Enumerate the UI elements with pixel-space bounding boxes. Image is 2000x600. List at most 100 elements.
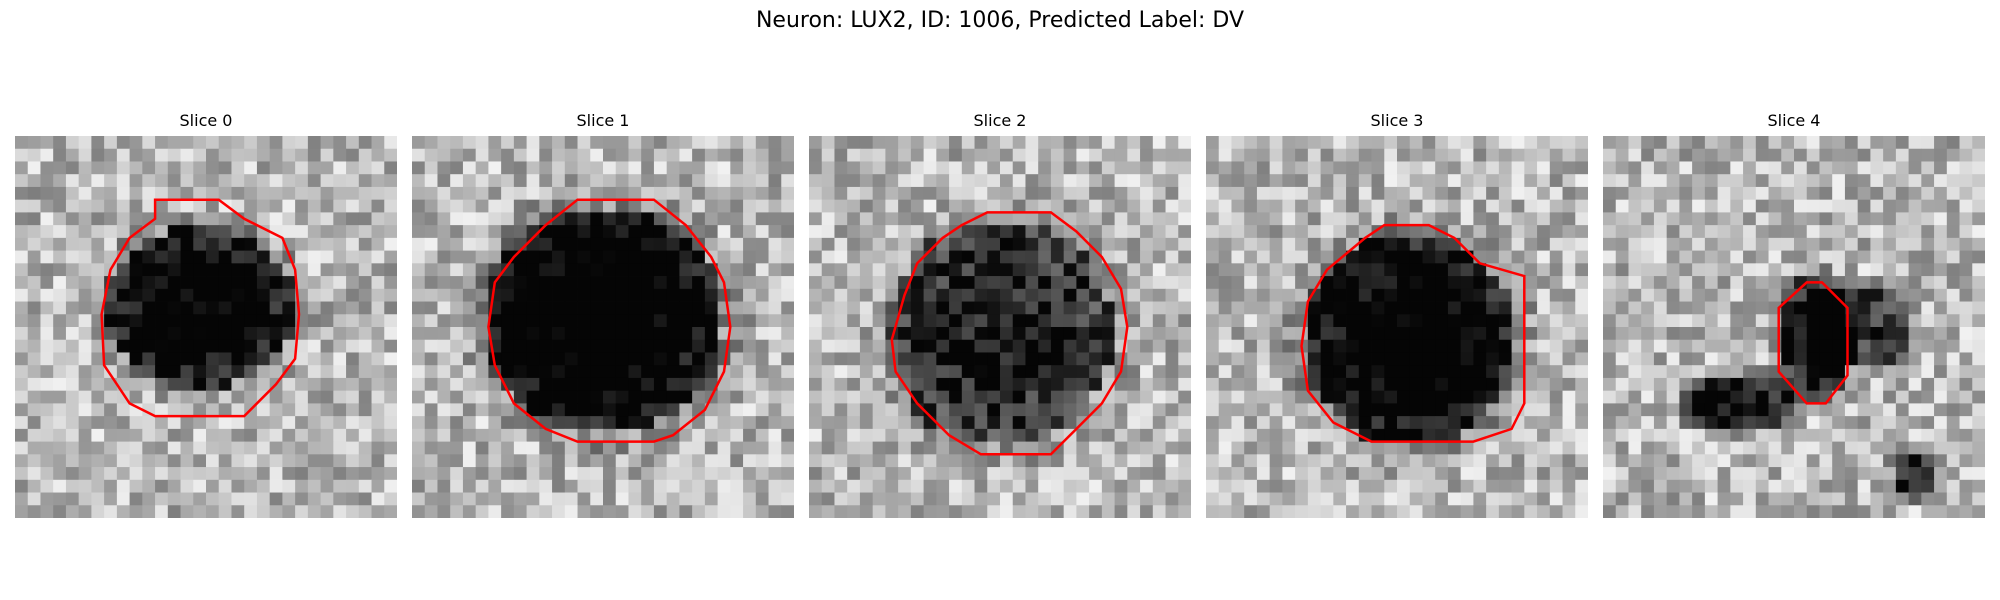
pixel-cell bbox=[898, 467, 912, 481]
pixel-cell bbox=[346, 441, 360, 455]
pixel-cell bbox=[412, 174, 426, 188]
pixel-cell bbox=[1460, 403, 1474, 417]
pixel-cell bbox=[1114, 416, 1128, 430]
pixel-cell bbox=[1883, 186, 1897, 201]
pixel-cell bbox=[1435, 441, 1449, 455]
pixel-cell bbox=[1152, 403, 1166, 417]
pixel-cell bbox=[1269, 225, 1283, 239]
pixel-cell bbox=[1012, 288, 1026, 302]
pixel-cell bbox=[1409, 390, 1423, 404]
pixel-cell bbox=[1460, 479, 1474, 493]
pixel-cell bbox=[552, 339, 566, 353]
pixel-cell bbox=[1384, 276, 1398, 290]
segmentation-contour bbox=[100, 198, 301, 418]
pixel-cell bbox=[475, 441, 489, 455]
pixel-cell bbox=[129, 148, 143, 162]
pixel-cell bbox=[513, 263, 527, 277]
pixel-cell bbox=[1768, 212, 1782, 226]
pixel-cell bbox=[1358, 237, 1372, 251]
pixel-cell bbox=[1575, 377, 1588, 392]
pixel-cell bbox=[679, 327, 693, 341]
pixel-cell bbox=[1895, 327, 1909, 341]
pixel-cell bbox=[1358, 479, 1372, 493]
pixel-cell bbox=[1152, 352, 1166, 366]
pixel-cell bbox=[269, 390, 283, 404]
pixel-cell bbox=[539, 428, 553, 442]
pixel-cell bbox=[53, 365, 67, 379]
pixel-cell bbox=[1473, 327, 1487, 341]
pixel-cell bbox=[1114, 263, 1128, 277]
pixel-cell bbox=[1549, 199, 1563, 213]
pixel-cell bbox=[206, 161, 220, 175]
pixel-cell bbox=[1397, 416, 1411, 430]
pixel-cell bbox=[1921, 148, 1935, 162]
pixel-cell bbox=[539, 225, 553, 239]
pixel-cell bbox=[1934, 276, 1948, 290]
pixel-cell bbox=[1038, 314, 1052, 328]
pixel-cell bbox=[1178, 492, 1191, 506]
pixel-cell bbox=[1460, 186, 1474, 201]
pixel-cell bbox=[1000, 441, 1014, 455]
pixel-cell bbox=[1152, 505, 1166, 518]
pixel-cell bbox=[1422, 212, 1436, 226]
pixel-cell bbox=[193, 441, 207, 455]
pixel-cell bbox=[781, 403, 794, 417]
pixel-cell bbox=[1089, 301, 1103, 315]
pixel-cell bbox=[910, 314, 924, 328]
pixel-cell bbox=[1218, 467, 1232, 481]
pixel-cell bbox=[1165, 403, 1179, 417]
pixel-cell bbox=[1012, 263, 1026, 277]
pixel-cell bbox=[781, 276, 794, 290]
pixel-cell bbox=[949, 479, 963, 493]
pixel-cell bbox=[961, 390, 975, 404]
pixel-cell bbox=[1549, 225, 1563, 239]
pixel-cell bbox=[730, 467, 744, 481]
pixel-cell bbox=[539, 186, 553, 201]
pixel-cell bbox=[346, 365, 360, 379]
pixel-cell bbox=[859, 390, 874, 404]
pixel-cell bbox=[1524, 365, 1538, 379]
pixel-cell bbox=[1883, 416, 1897, 430]
pixel-cell bbox=[1819, 505, 1833, 518]
pixel-cell bbox=[1615, 225, 1629, 239]
pixel-cell bbox=[743, 148, 757, 162]
pixel-cell bbox=[1422, 339, 1436, 353]
pixel-cell bbox=[488, 212, 502, 226]
pixel-cell bbox=[1025, 288, 1039, 302]
pixel-cell bbox=[653, 212, 668, 226]
pixel-cell bbox=[821, 237, 835, 251]
pixel-cell bbox=[1806, 365, 1820, 379]
pixel-cell bbox=[501, 339, 515, 353]
pixel-cell bbox=[539, 377, 553, 392]
pixel-cell bbox=[1460, 276, 1474, 290]
pixel-cell bbox=[730, 136, 744, 150]
pixel-cell bbox=[949, 263, 963, 277]
pixel-cell bbox=[1422, 301, 1436, 315]
pixel-cell bbox=[1921, 390, 1935, 404]
pixel-cell bbox=[15, 365, 29, 379]
pixel-cell bbox=[1127, 161, 1141, 175]
pixel-cell bbox=[53, 428, 67, 442]
pixel-cell bbox=[180, 288, 194, 302]
pixel-cell bbox=[371, 390, 385, 404]
pixel-cell bbox=[1666, 428, 1680, 442]
pixel-cell bbox=[371, 288, 385, 302]
pixel-cell bbox=[1025, 441, 1039, 455]
pixel-cell bbox=[1794, 301, 1808, 315]
pixel-cell bbox=[961, 327, 975, 341]
pixel-cell bbox=[1549, 416, 1563, 430]
pixel-cell bbox=[1178, 148, 1191, 162]
pixel-cell bbox=[244, 365, 258, 379]
pixel-cell bbox=[1819, 161, 1833, 175]
pixel-cell bbox=[692, 314, 706, 328]
pixel-cell bbox=[961, 288, 975, 302]
pixel-cell bbox=[1114, 314, 1128, 328]
pixel-cell bbox=[1653, 492, 1668, 506]
pixel-cell bbox=[1781, 352, 1795, 366]
pixel-cell bbox=[1870, 136, 1884, 150]
pixel-cell bbox=[1946, 199, 1960, 213]
pixel-cell bbox=[1256, 403, 1271, 417]
pixel-cell bbox=[834, 479, 848, 493]
pixel-cell bbox=[231, 301, 245, 315]
pixel-cell bbox=[244, 301, 258, 315]
